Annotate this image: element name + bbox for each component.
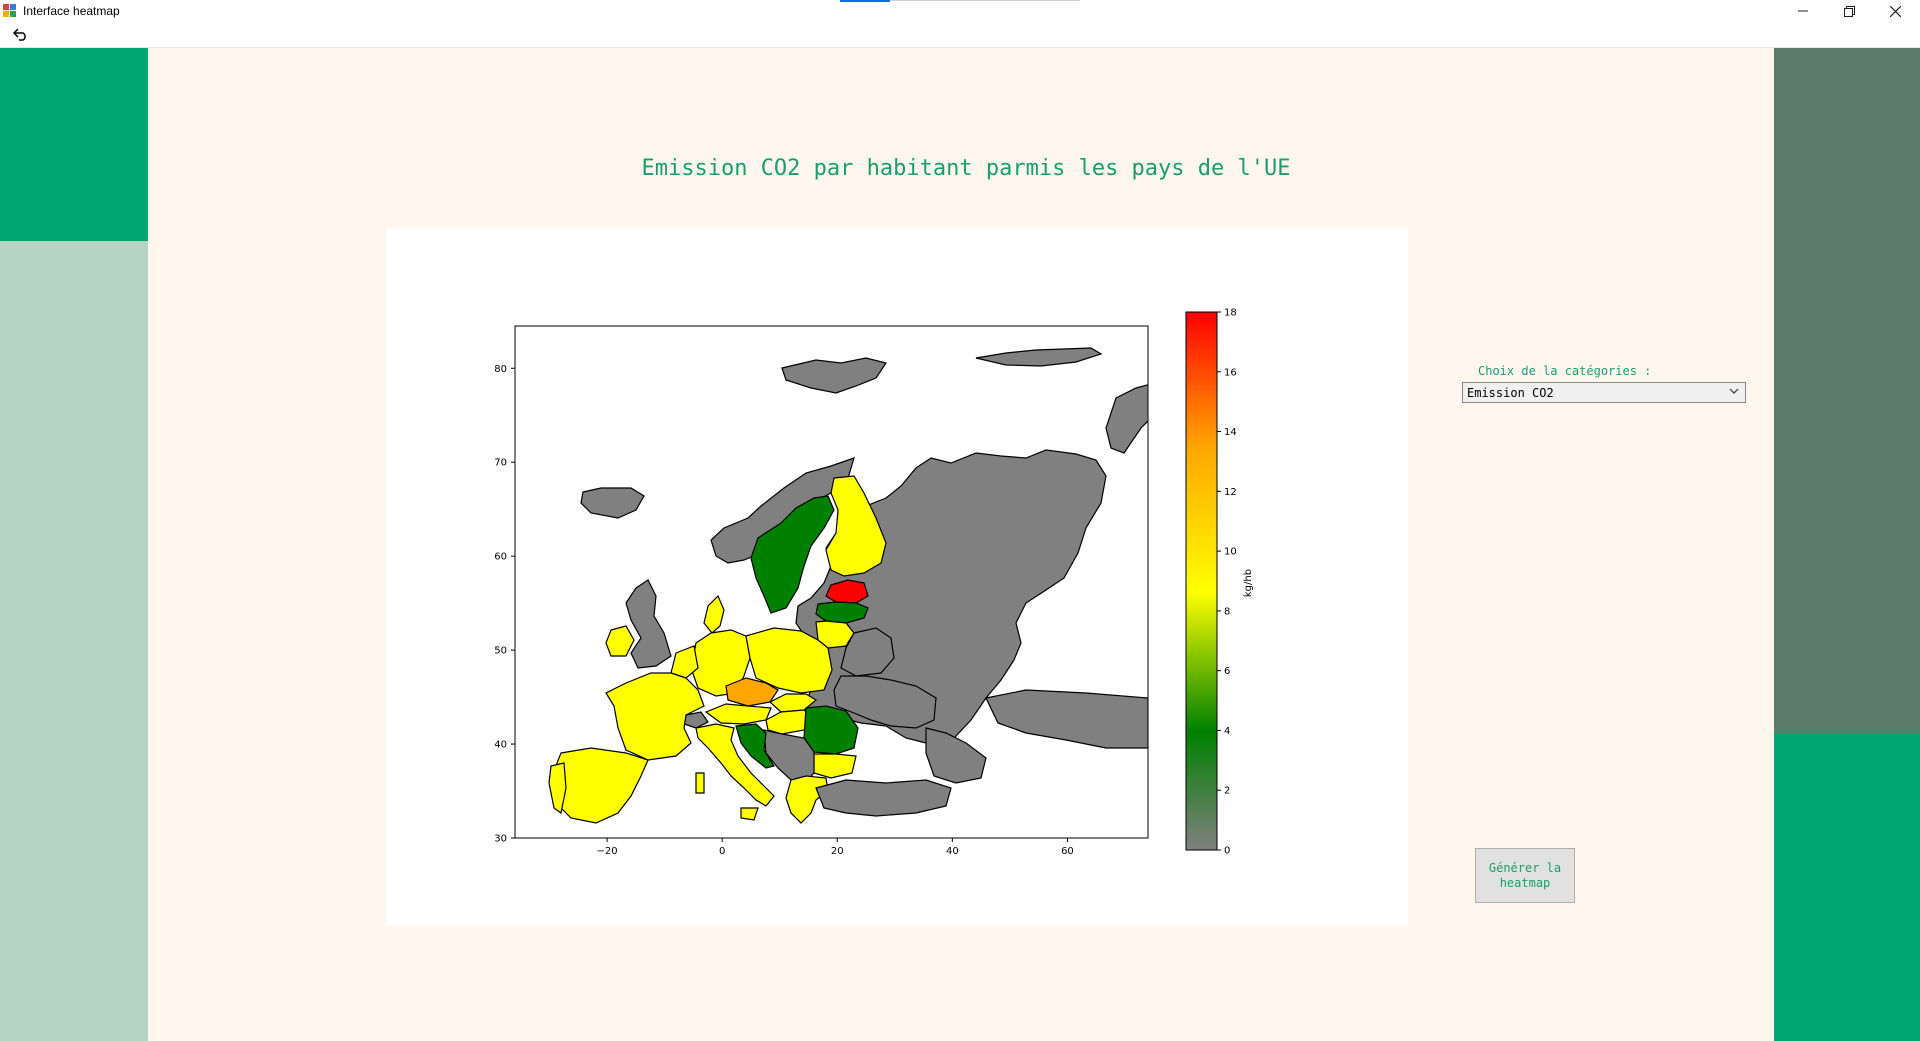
map-germany: [690, 629, 751, 697]
restore-button[interactable]: [1826, 0, 1872, 22]
chevron-down-icon: [1729, 388, 1739, 394]
colorbar-tick-label: 4: [1224, 726, 1230, 737]
window-titlebar: Interface heatmap: [0, 0, 1920, 22]
left-panel-top: [0, 48, 148, 241]
map-svalbard: [781, 357, 887, 394]
colorbar-label: kg/hb: [1243, 569, 1254, 597]
map-layer: [548, 347, 1148, 824]
title-accent: [840, 0, 890, 2]
app-icon: [3, 4, 16, 17]
map-turkey: [815, 779, 952, 817]
y-tick-label: 60: [494, 552, 507, 563]
right-panel-bottom: [1774, 733, 1920, 1041]
generate-heatmap-button[interactable]: Générer la heatmap: [1475, 848, 1575, 903]
x-tick-label: −20: [597, 846, 618, 857]
map-novaya-zemlya: [1105, 384, 1148, 454]
y-axis: 30 40 50 60 70 80: [494, 364, 515, 845]
map-poland: [745, 627, 833, 694]
right-panel-top: [1774, 48, 1920, 733]
map-austria: [704, 703, 772, 725]
close-button[interactable]: [1872, 0, 1918, 22]
colorbar-tick-label: 2: [1224, 786, 1230, 797]
colorbar-tick-label: 18: [1224, 308, 1237, 319]
map-ukraine: [833, 675, 937, 729]
heatmap-plot-panel: −20 0 20 40 60 30 40 50 60 70 80 0 2 4 6 8 10 12 14 16 18 …: [386, 228, 1408, 926]
map-iceland: [580, 487, 645, 519]
x-tick-label: 20: [831, 846, 844, 857]
map-croatia: [735, 723, 775, 769]
map-sardinia: [695, 772, 705, 794]
map-portugal: [548, 762, 567, 815]
x-tick-label: 0: [719, 846, 725, 857]
colorbar-ticks: 0 2 4 6 8 10 12 14 16 18: [1217, 308, 1237, 857]
map-axes-frame: [514, 325, 1149, 839]
colorbar-tick-label: 16: [1224, 367, 1237, 378]
colorbar-tick-label: 8: [1224, 606, 1230, 617]
y-tick-label: 50: [494, 646, 507, 657]
map-latvia: [815, 601, 869, 624]
map-finland: [825, 475, 887, 577]
y-tick-label: 30: [494, 834, 507, 845]
left-panel-bottom: [0, 241, 148, 1041]
category-selected-value: Emission CO2: [1467, 386, 1554, 400]
map-caucasus: [925, 727, 987, 784]
y-tick-label: 40: [494, 740, 507, 751]
map-ireland: [605, 625, 635, 657]
x-tick-label: 60: [1061, 846, 1074, 857]
category-dropdown[interactable]: Emission CO2: [1462, 382, 1746, 403]
y-tick-label: 70: [494, 458, 507, 469]
map-sicily: [740, 807, 759, 821]
x-tick-label: 40: [946, 846, 959, 857]
map-sweden: [750, 495, 835, 614]
map-bulgaria: [813, 753, 857, 779]
colorbar-tick-label: 14: [1224, 427, 1237, 438]
restore-icon: [1843, 5, 1855, 17]
map-franz-josef: [975, 347, 1103, 367]
colorbar: [1185, 311, 1218, 851]
minimize-button[interactable]: [1780, 0, 1826, 22]
window-title: Interface heatmap: [23, 4, 120, 18]
map-france: [605, 672, 705, 761]
map-uk: [625, 579, 672, 669]
map-denmark: [703, 594, 725, 634]
toolbar: [0, 22, 1920, 48]
x-axis: −20 0 20 40 60: [597, 838, 1074, 857]
category-label: Choix de la catégories :: [1478, 364, 1652, 378]
map-kazakhstan: [985, 689, 1148, 749]
y-tick-label: 80: [494, 364, 507, 375]
back-button[interactable]: [10, 25, 32, 43]
title-divider: [890, 0, 1080, 1]
colorbar-tick-label: 10: [1224, 547, 1237, 558]
page-title: Emission CO2 par habitant parmis les pay…: [641, 156, 1291, 181]
map-czechia: [725, 677, 779, 707]
map-italy: [695, 723, 775, 807]
close-icon: [1889, 5, 1901, 17]
map-belarus: [840, 627, 895, 677]
colorbar-tick-label: 6: [1224, 666, 1230, 677]
colorbar-tick-label: 0: [1224, 846, 1230, 857]
minimize-icon: [1798, 10, 1808, 12]
undo-arrow-icon: [13, 27, 26, 41]
map-estonia: [825, 579, 869, 604]
colorbar-tick-label: 12: [1224, 487, 1237, 498]
map-benelux: [670, 645, 699, 679]
